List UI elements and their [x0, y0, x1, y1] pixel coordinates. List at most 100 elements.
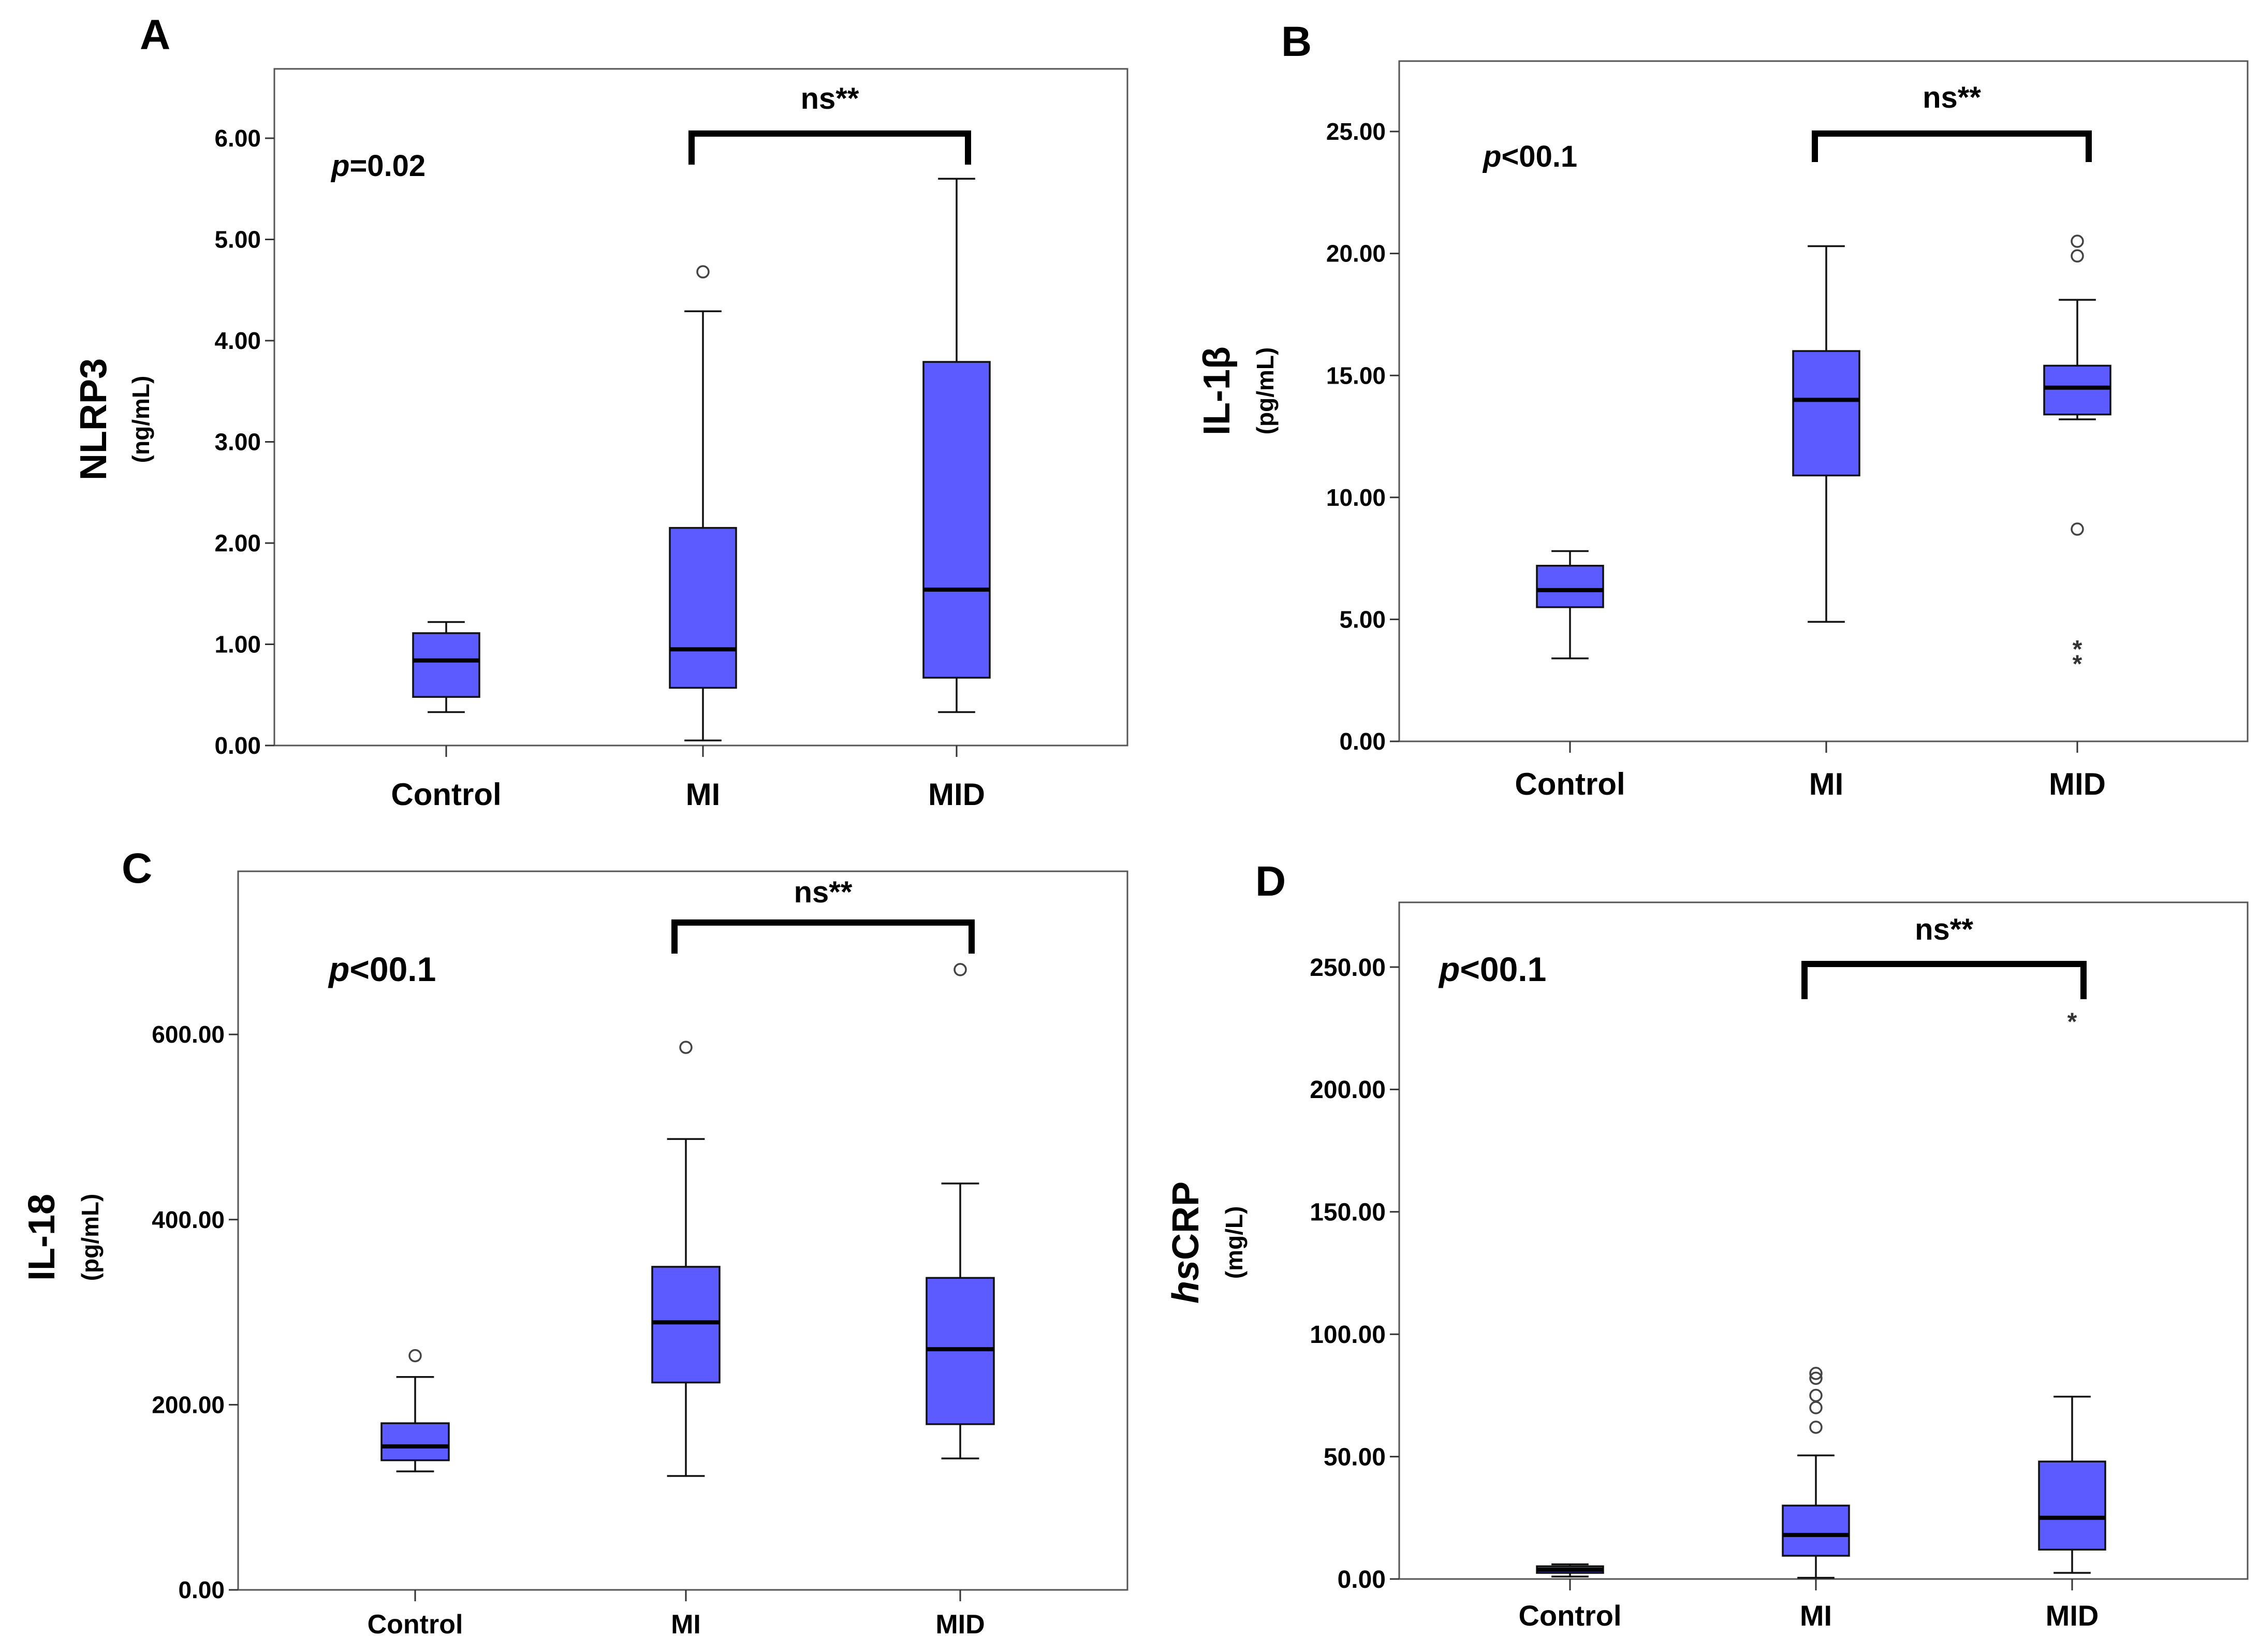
y-tick-label: 50.00	[1324, 1443, 1386, 1471]
box-mid: *	[2038, 1008, 2106, 1574]
p-value-rest: <00.1	[1501, 140, 1577, 173]
box-control	[380, 1349, 450, 1472]
significance-bracket	[688, 130, 971, 165]
panel-letter: A	[140, 11, 170, 59]
outlier-point	[2071, 522, 2084, 536]
outlier-point	[1809, 1421, 1823, 1434]
x-category-label: MI	[686, 777, 721, 812]
outlier-point	[1809, 1401, 1823, 1414]
box-iqr	[922, 361, 991, 679]
plot-frame	[237, 870, 1128, 1591]
x-category-label: MI	[1809, 767, 1844, 801]
y-axis-title-main: NLRP3	[73, 358, 114, 480]
y-axis-title-italic: hs	[1165, 1260, 1207, 1304]
x-category-label: Control	[391, 777, 501, 812]
y-tick-label: 10.00	[1326, 484, 1386, 511]
plot-frame	[1398, 901, 2249, 1580]
panel-b: B 0.00 5.00 10.00 15.00 20.00 25.00 IL-1β (pg/mL…	[1196, 18, 2249, 801]
panel-c: C 0.00 200.00 400.00 600.00 IL-18 (pg/mL) Contr…	[21, 845, 1128, 1640]
y-tick-label: 600.00	[152, 1021, 225, 1048]
y-tick-label: 4.00	[214, 327, 261, 354]
p-value-label: p=0.02	[330, 149, 426, 183]
box-mid	[926, 963, 995, 1459]
y-tick-label: 400.00	[152, 1206, 225, 1233]
box-mi	[651, 1041, 721, 1477]
box-mi	[1792, 245, 1860, 623]
extreme-point: *	[2073, 636, 2082, 663]
p-value-label: p<00.1	[1438, 950, 1546, 988]
box-control	[1536, 1563, 1604, 1578]
panel-letter: C	[122, 845, 152, 892]
y-tick-label: 100.00	[1310, 1321, 1386, 1349]
y-tick-label: 5.00	[214, 226, 261, 253]
p-value-rest: <00.1	[349, 950, 436, 988]
y-axis-unit: (ng/mL)	[127, 376, 154, 463]
x-category-label: Control	[368, 1610, 463, 1640]
y-axis-unit: (mg/L)	[1221, 1206, 1248, 1279]
box-iqr	[1536, 564, 1604, 608]
y-tick-label: 0.00	[178, 1576, 225, 1603]
outlier-point	[696, 265, 710, 279]
y-axis-title: hsCRP	[1165, 1181, 1207, 1304]
y-tick-label: 250.00	[1310, 954, 1386, 982]
y-axis-unit: (pg/mL)	[77, 1194, 104, 1281]
p-value-italic: p	[1482, 140, 1501, 173]
x-category-label: MID	[935, 1610, 985, 1640]
box-iqr	[1792, 350, 1860, 477]
outlier-point	[2071, 249, 2084, 263]
outlier-point	[954, 963, 967, 976]
box-mid: **	[2043, 235, 2111, 678]
bracket-label: ns**	[801, 82, 859, 115]
p-value-label: p<00.1	[1482, 140, 1577, 173]
y-tick-label: 3.00	[214, 429, 261, 456]
y-axis-unit: (pg/mL)	[1252, 347, 1279, 435]
outlier-point	[1809, 1388, 1823, 1402]
y-axis-title: IL-1β	[1196, 346, 1238, 435]
y-axis-title-main: CRP	[1165, 1181, 1207, 1260]
outlier-point	[2071, 235, 2084, 248]
y-axis-title-main: IL-18	[21, 1194, 63, 1281]
panel-letter: B	[1281, 18, 1312, 65]
box-mi	[1782, 1367, 1850, 1579]
y-tick-label: 200.00	[152, 1391, 225, 1418]
y-axis-title: NLRP3	[73, 358, 114, 480]
box-mi	[669, 265, 737, 741]
y-tick-label: 0.00	[214, 732, 261, 759]
p-value-label: p<00.1	[328, 950, 436, 988]
p-value-italic: p	[328, 950, 349, 988]
panel-letter: D	[1255, 858, 1286, 905]
box-iqr	[651, 1266, 721, 1384]
y-tick-label: 6.00	[214, 125, 261, 152]
box-control	[1536, 550, 1604, 660]
outlier-point	[1809, 1367, 1823, 1380]
x-category-label: MID	[928, 777, 985, 812]
box-iqr	[2038, 1460, 2106, 1551]
x-category-label: MI	[671, 1610, 701, 1640]
x-category-label: MID	[2046, 1599, 2099, 1632]
significance-bracket	[671, 919, 975, 954]
y-tick-label: 1.00	[214, 631, 261, 658]
y-tick-label: 150.00	[1310, 1199, 1386, 1226]
bracket-label: ns**	[1923, 81, 1981, 114]
y-tick-label: 20.00	[1326, 240, 1386, 267]
panel-d: D 0.00 50.00 100.00 150.00 200.00 250.00 hsCRP (…	[1165, 858, 2249, 1632]
y-tick-label: 0.00	[1339, 728, 1386, 755]
extreme-point: *	[2067, 1008, 2077, 1035]
significance-bracket	[1812, 130, 2092, 162]
y-tick-label: 0.00	[1338, 1566, 1386, 1593]
plot-frame	[1398, 60, 2249, 742]
y-axis-title-main: IL-1β	[1196, 346, 1238, 435]
extreme-point: *	[2073, 651, 2082, 678]
outlier-point	[679, 1041, 693, 1054]
y-tick-label: 5.00	[1339, 606, 1386, 633]
bracket-label: ns**	[794, 875, 853, 909]
box-iqr	[669, 527, 737, 689]
box-iqr	[2043, 364, 2111, 416]
box-control	[412, 621, 480, 713]
panel-a: A 0.00 1.00 2.00 3.00 4.00 5.00 6.00 NLRP3 (ng/mL…	[73, 11, 1128, 812]
bracket-label: ns**	[1915, 913, 1973, 946]
x-category-label: MI	[1800, 1599, 1832, 1632]
plot-frame	[273, 68, 1128, 747]
p-value-italic: p	[330, 149, 349, 183]
